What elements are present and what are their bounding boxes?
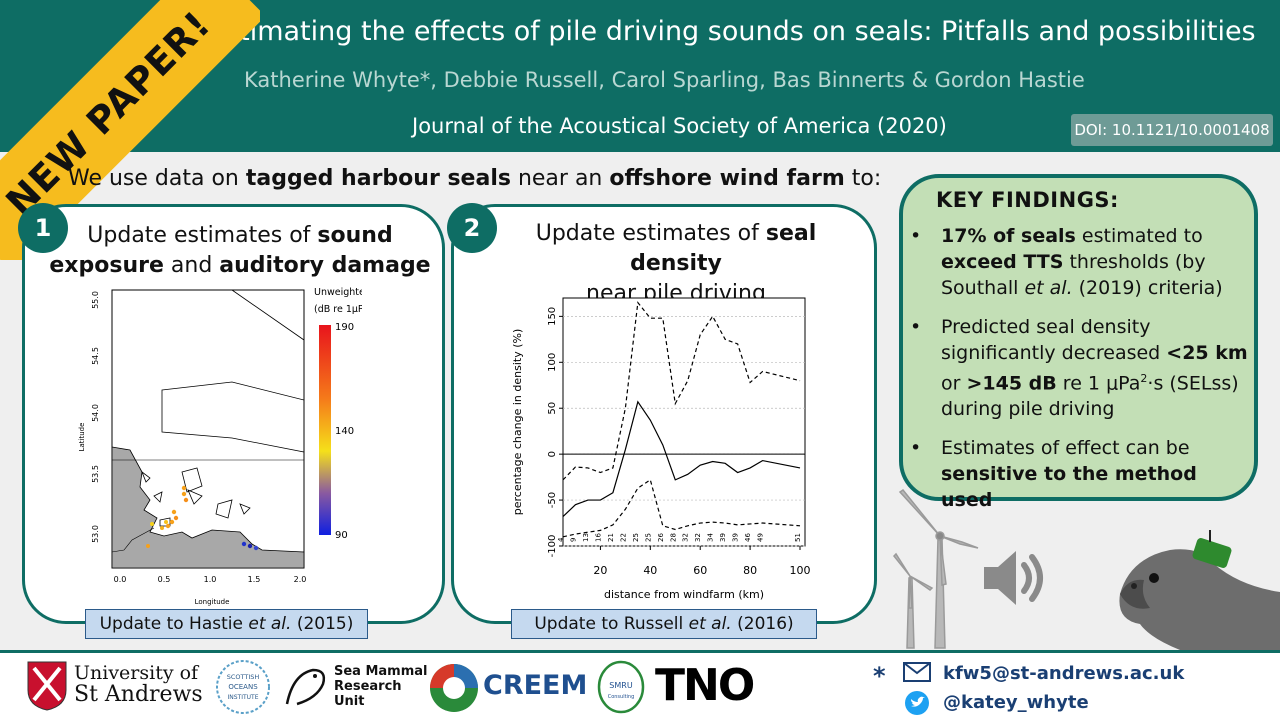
scale-tick: 90 (335, 530, 348, 541)
scale-tick: 190 (335, 322, 354, 333)
tno-logo: TNO (655, 660, 755, 711)
sample-size-label: 39 (732, 533, 740, 542)
seal-exposure-points (146, 485, 259, 551)
series-mean-line (562, 400, 801, 518)
sample-size-label: 39 (719, 533, 727, 542)
doi-badge: DOI: 10.1121/10.0001408 (1071, 114, 1273, 146)
sample-size-label: 46 (744, 533, 752, 542)
sample-size-label: 22 (619, 533, 627, 542)
x-tick-label: 40 (643, 564, 657, 577)
creem-logo-icon (430, 664, 478, 712)
lat-tick: 54.5 (91, 347, 100, 365)
contact-email[interactable]: kfw5@st-andrews.ac.uk (943, 663, 1185, 684)
sample-size-label: 51 (794, 533, 802, 542)
sample-size-label: 9 (569, 538, 577, 542)
st-andrews-logo-text: University of St Andrews (74, 662, 203, 707)
panel1-title: Update estimates of sound exposure and a… (49, 223, 431, 278)
series-ci-line (562, 301, 801, 481)
lon-tick: 1.5 (248, 575, 261, 584)
legend-unit: (dB re 1μPa2s) (314, 302, 362, 315)
y-tick-label: 100 (547, 353, 558, 372)
sample-size-label: 25 (644, 533, 652, 542)
finding-tts: 17% of seals estimated to exceed TTS thr… (910, 223, 1251, 301)
footer-bar (0, 650, 1280, 720)
lon-label: Longitude (195, 598, 230, 606)
svg-text:SMRU: SMRU (609, 681, 633, 690)
y-tick-label: -100 (547, 535, 558, 558)
journal-name: Journal of the Acoustical Society of Ame… (412, 114, 947, 138)
x-tick-label: 80 (743, 564, 757, 577)
x-tick-label: 20 (593, 564, 607, 577)
contact-twitter[interactable]: @katey_whyte (943, 692, 1089, 713)
y-tick-label: -50 (547, 492, 558, 508)
y-tick-label: 50 (547, 402, 558, 415)
y-tick-label: 0 (547, 451, 558, 457)
x-tick-label: 60 (693, 564, 707, 577)
lon-tick: 0.5 (158, 575, 171, 584)
y-axis-label: percentage change in density (%) (511, 329, 524, 515)
paper-authors: Katherine Whyte*, Debbie Russell, Carol … (244, 68, 1085, 92)
update-russell-badge: Update to Russell et al. (2016) (511, 609, 817, 639)
finding-method: Estimates of effect can be sensitive to … (910, 435, 1251, 513)
panel-number-1: 1 (18, 203, 68, 253)
scale-tick: 140 (335, 426, 354, 437)
svg-text:SCOTTISH: SCOTTISH (227, 673, 260, 681)
series-ci-line (562, 478, 801, 538)
intro-text: We use data on tagged harbour seals near… (68, 166, 882, 191)
lon-tick: 2.0 (294, 575, 307, 584)
sample-size-label: 21 (607, 533, 615, 542)
scottish-oceans-institute-logo: SCOTTISH OCEANS INSTITUTE (216, 660, 270, 714)
paper-title: Estimating the effects of pile driving s… (208, 16, 1256, 47)
st-andrews-shield-icon (27, 661, 67, 711)
contact-asterisk: * (873, 662, 886, 690)
sample-size-label: 32 (682, 533, 690, 542)
coastline-land (111, 446, 305, 569)
sample-size-label: 13 (582, 533, 590, 542)
lon-tick: 1.0 (204, 575, 217, 584)
smru-consulting-logo: SMRU Consulting (597, 660, 645, 714)
key-findings-title: KEY FINDINGS: (936, 188, 1119, 212)
smru-logo-text: Sea Mammal Research Unit (334, 664, 428, 709)
sample-size-label: 4 (557, 537, 565, 542)
update-hastie-badge: Update to Hastie et al. (2015) (85, 609, 368, 639)
wind-turbines-illustration (892, 488, 979, 649)
legend-color-scale (319, 325, 331, 535)
svg-text:Consulting: Consulting (608, 694, 635, 700)
lat-tick: 55.0 (91, 291, 100, 309)
speaker-sound-icon (984, 551, 1043, 605)
density-change-chart: -100 -50 0 50 100 150 20 40 60 80 100 4 9 13 16 21 22 25 2… (511, 297, 810, 601)
sample-size-label: 32 (694, 533, 702, 542)
sound-exposure-map: 55.0 54.5 54.0 53.5 53.0 Latitude 0.0 0.… (78, 287, 362, 606)
sample-size-label: 25 (632, 533, 640, 542)
sample-size-label: 26 (657, 533, 665, 542)
sample-size-label: 34 (707, 533, 715, 542)
finding-density: Predicted seal density significantly dec… (910, 314, 1251, 422)
plot-area (562, 297, 806, 547)
email-icon (903, 662, 931, 682)
sample-size-label: 16 (594, 533, 602, 542)
tagged-seal-illustration (1119, 530, 1280, 650)
windfarm-zone (161, 381, 305, 453)
smru-seal-icon (285, 668, 326, 706)
sample-size-label: 49 (757, 533, 765, 542)
twitter-icon (905, 691, 929, 715)
panel-number-2: 2 (447, 203, 497, 253)
lat-tick: 53.5 (91, 465, 100, 483)
x-tick-label: 100 (790, 564, 810, 577)
lat-label: Latitude (78, 423, 86, 452)
sample-size-label: 28 (669, 533, 677, 542)
lat-tick: 54.0 (91, 404, 100, 422)
y-tick-label: 150 (547, 307, 558, 326)
x-axis-label: distance from windfarm (km) (604, 588, 764, 601)
svg-text:OCEANS: OCEANS (228, 683, 258, 691)
svg-text:INSTITUTE: INSTITUTE (227, 694, 258, 701)
boundary-line (111, 289, 305, 341)
lon-tick: 0.0 (114, 575, 127, 584)
creem-logo-text: CREEM (483, 670, 588, 701)
legend-title: Unweighted SELss (314, 287, 362, 298)
lat-tick: 53.0 (91, 525, 100, 543)
